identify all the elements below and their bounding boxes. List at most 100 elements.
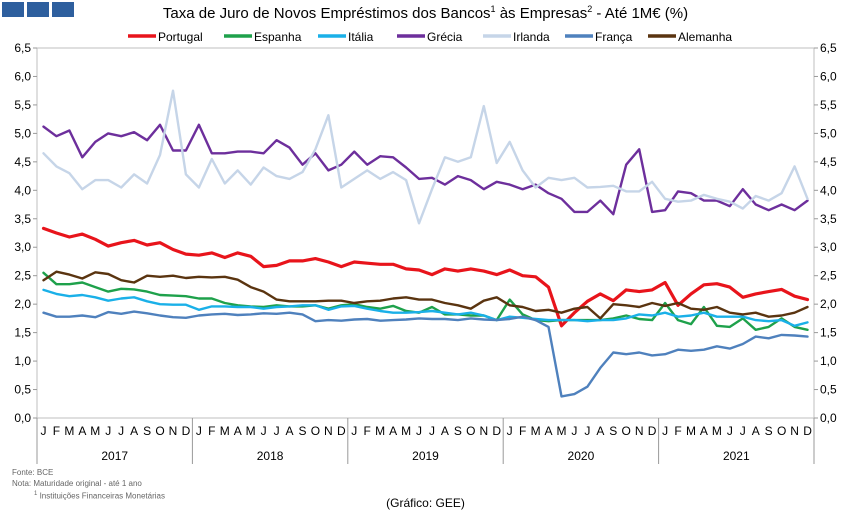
- x-tick-label-month: N: [324, 424, 333, 438]
- x-tick-label-month: N: [479, 424, 488, 438]
- y-tick-label-left: 2,5: [14, 269, 31, 283]
- y-tick-label-left: 6,0: [14, 69, 31, 83]
- x-tick-label-month: S: [143, 424, 151, 438]
- x-tick-label-month: A: [78, 424, 86, 438]
- x-tick-label-month: M: [64, 424, 74, 438]
- x-tick-label-month: S: [609, 424, 617, 438]
- x-tick-label-month: O: [622, 424, 631, 438]
- x-tick-label-month: J: [571, 424, 577, 438]
- y-tick-label-left: 6,5: [14, 41, 31, 55]
- legend-label: Espanha: [254, 30, 302, 44]
- x-tick-label-month: M: [375, 424, 385, 438]
- y-tick-label-right: 6,5: [820, 41, 837, 55]
- y-tick-label-left: 5,5: [14, 98, 31, 112]
- y-tick-label-right: 5,5: [820, 98, 837, 112]
- series-line-irlanda: [42, 89, 809, 225]
- y-tick-label-right: 3,5: [820, 212, 837, 226]
- y-tick-label-left: 1,5: [14, 326, 31, 340]
- x-tick-label-month: A: [389, 424, 397, 438]
- x-tick-label-month: D: [182, 424, 191, 438]
- footnote-note: Nota: Maturidade original - até 1 ano: [12, 479, 142, 488]
- y-tick-label-right: 4,5: [820, 155, 837, 169]
- x-tick-label-month: J: [740, 424, 746, 438]
- x-tick-label-month: N: [790, 424, 799, 438]
- y-tick-label-left: 4,5: [14, 155, 31, 169]
- x-tick-label-month: M: [90, 424, 100, 438]
- y-tick-label-right: 2,5: [820, 269, 837, 283]
- x-tick-label-month: F: [208, 424, 215, 438]
- x-tick-label-month: M: [246, 424, 256, 438]
- series-line-itália: [42, 288, 809, 327]
- legend-label: Itália: [348, 30, 374, 44]
- x-tick-label-month: J: [261, 424, 267, 438]
- x-tick-label-month: J: [105, 424, 111, 438]
- x-tick-label-month: J: [351, 424, 357, 438]
- x-tick-label-month: J: [429, 424, 435, 438]
- footnote-source: Fonte: BCE: [12, 468, 54, 477]
- logo: [2, 2, 74, 17]
- series-line-frança: [42, 310, 809, 398]
- y-tick-label-right: 0,5: [820, 383, 837, 397]
- y-tick-label-right: 6,0: [820, 69, 837, 83]
- footnote-1: 1 Instituições Financeiras Monetárias: [34, 491, 165, 501]
- x-tick-label-month: D: [337, 424, 346, 438]
- x-tick-label-month: J: [727, 424, 733, 438]
- x-tick-label-month: M: [686, 424, 696, 438]
- legend-label: Grécia: [427, 30, 463, 44]
- x-tick-label-month: S: [454, 424, 462, 438]
- x-tick-label-month: J: [662, 424, 668, 438]
- x-tick-label-month: N: [169, 424, 178, 438]
- x-tick-label-month: J: [416, 424, 422, 438]
- x-tick-label-month: O: [466, 424, 475, 438]
- x-tick-label-month: J: [40, 424, 46, 438]
- x-tick-label-month: F: [53, 424, 60, 438]
- x-tick-label-month: O: [155, 424, 164, 438]
- plot-area: [36, 47, 815, 419]
- x-tick-label-month: A: [234, 424, 242, 438]
- chart-title: Taxa de Juro de Novos Empréstimos dos Ba…: [162, 4, 689, 22]
- y-tick-label-left: 3,0: [14, 240, 31, 254]
- x-tick-label-month: M: [556, 424, 566, 438]
- y-tick-label-left: 1,0: [14, 354, 31, 368]
- footnotes: Fonte: BCE Nota: Maturidade original - a…: [12, 467, 165, 502]
- series-line-alemanha: [42, 270, 809, 320]
- x-tick-label-month: N: [635, 424, 644, 438]
- x-tick-label-month: J: [507, 424, 513, 438]
- x-tick-label-month: M: [220, 424, 230, 438]
- legend-label: Alemanha: [678, 30, 732, 44]
- y-tick-label-right: 1,0: [820, 354, 837, 368]
- x-tick-label-month: S: [765, 424, 773, 438]
- x-tick-label-month: A: [130, 424, 138, 438]
- x-tick-label-month: A: [441, 424, 449, 438]
- x-tick-label-month: F: [519, 424, 526, 438]
- y-tick-label-left: 5,0: [14, 126, 31, 140]
- x-tick-label-month: M: [712, 424, 722, 438]
- y-tick-label-left: 2,0: [14, 297, 31, 311]
- y-tick-label-right: 5,0: [820, 126, 837, 140]
- y-tick-label-left: 0,0: [14, 411, 31, 425]
- line-chart: 0,0 0,0 0,5 0,5 1,0 1,0 1,5 1,5 2,0 2,0 2,5 2,5 3,0 3…: [14, 30, 837, 464]
- x-tick-label-month: A: [596, 424, 604, 438]
- x-tick-label-month: J: [196, 424, 202, 438]
- x-tick-label-month: M: [531, 424, 541, 438]
- y-tick-label-right: 4,0: [820, 183, 837, 197]
- x-tick-label-month: D: [648, 424, 657, 438]
- x-tick-label-month: A: [545, 424, 553, 438]
- x-tick-label-month: A: [700, 424, 708, 438]
- x-tick-label-month: J: [118, 424, 124, 438]
- y-tick-label-right: 0,0: [820, 411, 837, 425]
- x-tick-label-month: A: [286, 424, 294, 438]
- x-tick-label-month: F: [674, 424, 681, 438]
- x-tick-label-year: 2017: [101, 449, 128, 463]
- series-line-grécia: [42, 123, 809, 216]
- series-line-espanha: [42, 271, 809, 331]
- y-tick-label-left: 3,5: [14, 212, 31, 226]
- legend-label: Portugal: [158, 30, 203, 44]
- chart-credit: (Gráfico: GEE): [386, 496, 465, 510]
- y-tick-label-left: 0,5: [14, 383, 31, 397]
- x-tick-label-month: A: [752, 424, 760, 438]
- legend-label: França: [595, 30, 633, 44]
- legend-label: Irlanda: [513, 30, 550, 44]
- y-tick-label-right: 3,0: [820, 240, 837, 254]
- y-tick-label-right: 1,5: [820, 326, 837, 340]
